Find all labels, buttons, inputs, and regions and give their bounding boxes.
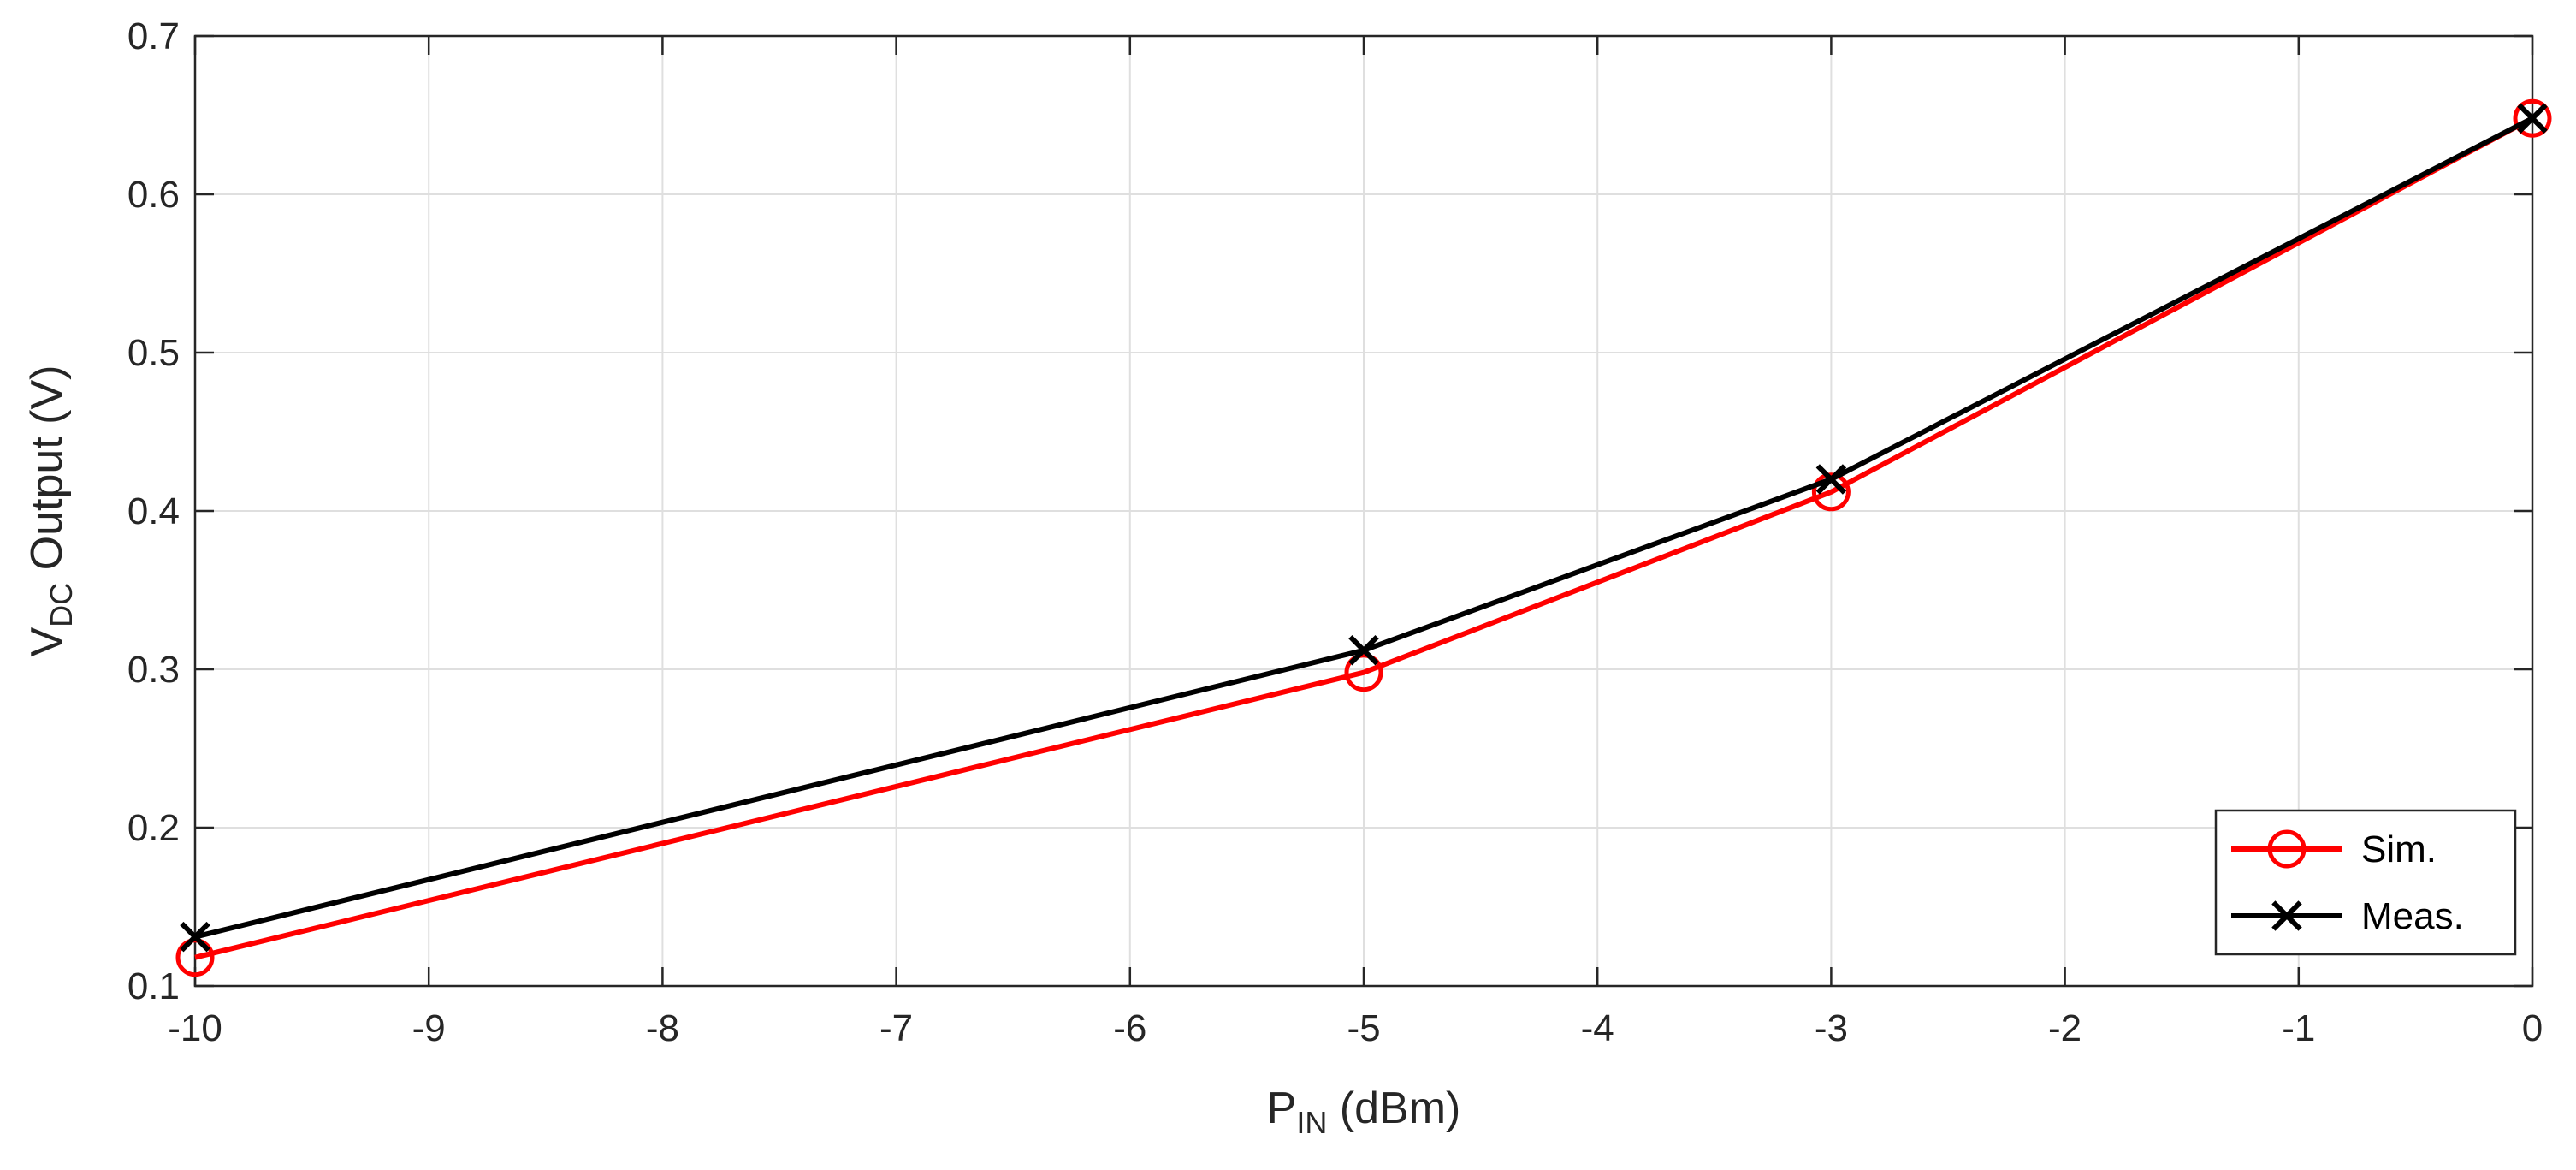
x-tick-label: -3 — [1815, 1007, 1848, 1049]
data-point-meas — [1348, 635, 1379, 666]
legend-marker-sim — [2267, 829, 2307, 869]
legend-marker-meas — [2271, 900, 2302, 931]
y-tick-label: 0.6 — [127, 174, 180, 216]
x-axis-label-rest: (dBm) — [1327, 1084, 1460, 1133]
x-tick-label: -8 — [646, 1007, 679, 1049]
series-line-meas — [194, 116, 2534, 940]
y-axis-label-main: V — [22, 627, 72, 657]
x-tick-label: -7 — [879, 1007, 913, 1049]
y-axis-label-rest: Output (V) — [22, 365, 72, 583]
legend-box — [2214, 809, 2517, 956]
data-point-sim — [1811, 472, 1851, 512]
x-tick-label: -4 — [1581, 1007, 1614, 1049]
x-tick-label: -5 — [1347, 1007, 1380, 1049]
axis-ticks: -10 -9 -8 -7 -6 -5 -4 -3 -2 -1 00.10.20.30.40.50.6… — [127, 15, 2543, 1049]
series-group — [175, 98, 2552, 977]
y-tick-label: 0.4 — [127, 490, 180, 532]
x-tick-label: -2 — [2048, 1007, 2082, 1049]
x-tick-label: -10 — [168, 1007, 222, 1049]
data-point-meas — [180, 921, 210, 953]
y-tick-label: 0.2 — [127, 807, 180, 849]
x-axis-label: PIN (dBm) — [1267, 1084, 1461, 1140]
x-axis-label-main: P — [1267, 1084, 1297, 1133]
series-line-sim — [194, 116, 2534, 960]
x-axis-label-sub: IN — [1296, 1105, 1327, 1140]
x-tick-label: -6 — [1113, 1007, 1146, 1049]
legend-label-sim: Sim. — [2361, 829, 2437, 870]
data-point-meas — [1815, 464, 1847, 495]
y-tick-label: 0.3 — [127, 649, 180, 691]
series-sim — [175, 98, 2552, 977]
legend-item-sim: Sim. — [2231, 829, 2437, 870]
y-tick-label: 0.7 — [127, 15, 180, 57]
series-meas — [180, 103, 2548, 953]
x-tick-label: 0 — [2522, 1007, 2543, 1049]
x-tick-label: -9 — [412, 1007, 446, 1049]
x-tick-label: -1 — [2282, 1007, 2315, 1049]
legend-item-meas: Meas. — [2231, 895, 2464, 937]
y-tick-label: 0.5 — [127, 332, 180, 374]
y-axis-label-sub: DC — [44, 583, 79, 627]
data-point-sim — [1344, 653, 1383, 692]
data-point-meas — [2517, 103, 2548, 134]
legend: Sim. Meas. — [2214, 809, 2517, 956]
y-axis-label: VDC Output (V) — [22, 365, 79, 657]
data-point-sim — [2513, 98, 2552, 138]
y-tick-label: 0.1 — [127, 965, 180, 1007]
legend-label-meas: Meas. — [2361, 895, 2464, 937]
